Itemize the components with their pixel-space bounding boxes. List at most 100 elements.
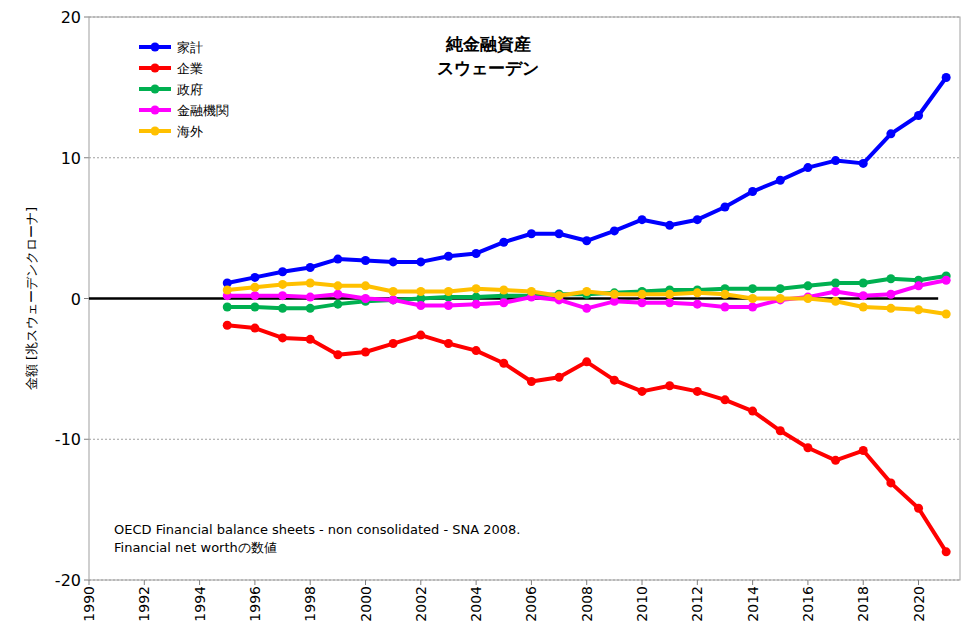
x-tick-label: 1998 <box>302 586 318 622</box>
series-marker <box>859 446 868 455</box>
plot-frame <box>89 17 960 580</box>
series-marker <box>555 229 564 238</box>
series-marker <box>665 290 674 299</box>
x-tick-label: 2006 <box>523 586 539 622</box>
series-marker <box>361 281 370 290</box>
series-marker <box>914 281 923 290</box>
x-tick-label: 2002 <box>413 586 429 622</box>
x-tick-label: 2008 <box>579 586 595 622</box>
x-tick <box>863 580 864 585</box>
subtitle: スウェーデン <box>437 58 539 78</box>
series-marker <box>859 159 868 168</box>
legend-marker <box>151 85 160 94</box>
x-tick <box>476 580 477 585</box>
series-marker <box>582 304 591 313</box>
series-marker <box>306 263 315 272</box>
series-marker <box>389 257 398 266</box>
series-marker <box>499 238 508 247</box>
x-tick-label: 1990 <box>81 586 97 622</box>
x-tick <box>642 580 643 585</box>
series-marker <box>748 187 757 196</box>
x-tick <box>254 580 255 585</box>
x-tick <box>365 580 366 585</box>
x-tick <box>420 580 421 585</box>
series-marker <box>582 357 591 366</box>
series-marker <box>638 387 647 396</box>
series-marker <box>499 359 508 368</box>
series-marker <box>776 426 785 435</box>
x-tick-label: 2016 <box>800 586 816 622</box>
series-marker <box>942 547 951 556</box>
y-tick <box>84 157 89 158</box>
legend-marker <box>151 127 160 136</box>
series-marker <box>444 287 453 296</box>
series-line <box>227 325 946 552</box>
series-marker <box>803 443 812 452</box>
x-tick-label: 2004 <box>468 586 484 622</box>
series-marker <box>693 387 702 396</box>
series-marker <box>693 288 702 297</box>
series-marker <box>472 284 481 293</box>
series-marker <box>720 290 729 299</box>
series-marker <box>333 281 342 290</box>
series-marker <box>333 350 342 359</box>
x-tick <box>89 580 90 585</box>
series-marker <box>693 300 702 309</box>
series-marker <box>831 279 840 288</box>
series-marker <box>499 286 508 295</box>
series-marker <box>278 304 287 313</box>
series-line <box>227 78 946 283</box>
series-marker <box>942 276 951 285</box>
series-marker <box>638 298 647 307</box>
legend-marker <box>151 106 160 115</box>
series-marker <box>389 339 398 348</box>
series-marker <box>472 249 481 258</box>
legend-label: 海外 <box>177 124 203 139</box>
series-marker <box>527 377 536 386</box>
x-tick-label: 2018 <box>855 586 871 622</box>
annotation: OECD Financial balance sheets - non cons… <box>114 522 520 537</box>
series-marker <box>831 156 840 165</box>
series-marker <box>278 333 287 342</box>
series-marker <box>416 257 425 266</box>
series-marker <box>886 129 895 138</box>
grid-line <box>89 439 960 440</box>
series-marker <box>693 215 702 224</box>
x-tick-label: 2020 <box>911 586 927 622</box>
series-group <box>223 73 951 556</box>
series-marker <box>278 280 287 289</box>
series-marker <box>333 290 342 299</box>
title: 純金融資産 <box>445 34 531 54</box>
x-tick-label: 2000 <box>358 586 374 622</box>
series-marker <box>472 300 481 309</box>
series-marker <box>776 294 785 303</box>
series-marker <box>306 293 315 302</box>
series-marker <box>499 298 508 307</box>
series-marker <box>859 279 868 288</box>
y-tick-label: 0 <box>71 290 81 309</box>
series-marker <box>223 286 232 295</box>
series-marker <box>444 252 453 261</box>
series-marker <box>223 321 232 330</box>
series-marker <box>416 287 425 296</box>
chart: -20-100102019901992199419961998200020022… <box>0 0 978 639</box>
series-marker <box>582 236 591 245</box>
x-tick <box>807 580 808 585</box>
x-tick-label: 2012 <box>689 586 705 622</box>
series-marker <box>776 176 785 185</box>
y-tick <box>84 17 89 18</box>
series-marker <box>527 287 536 296</box>
y-tick-label: -20 <box>55 571 81 590</box>
series-marker <box>720 302 729 311</box>
x-tick <box>752 580 753 585</box>
y-tick <box>84 298 89 299</box>
x-tick <box>531 580 532 585</box>
series-marker <box>333 255 342 264</box>
legend-marker <box>151 43 160 52</box>
x-tick <box>586 580 587 585</box>
series-marker <box>444 301 453 310</box>
series-marker <box>748 294 757 303</box>
series-marker <box>389 295 398 304</box>
series-marker <box>555 291 564 300</box>
series-marker <box>665 298 674 307</box>
